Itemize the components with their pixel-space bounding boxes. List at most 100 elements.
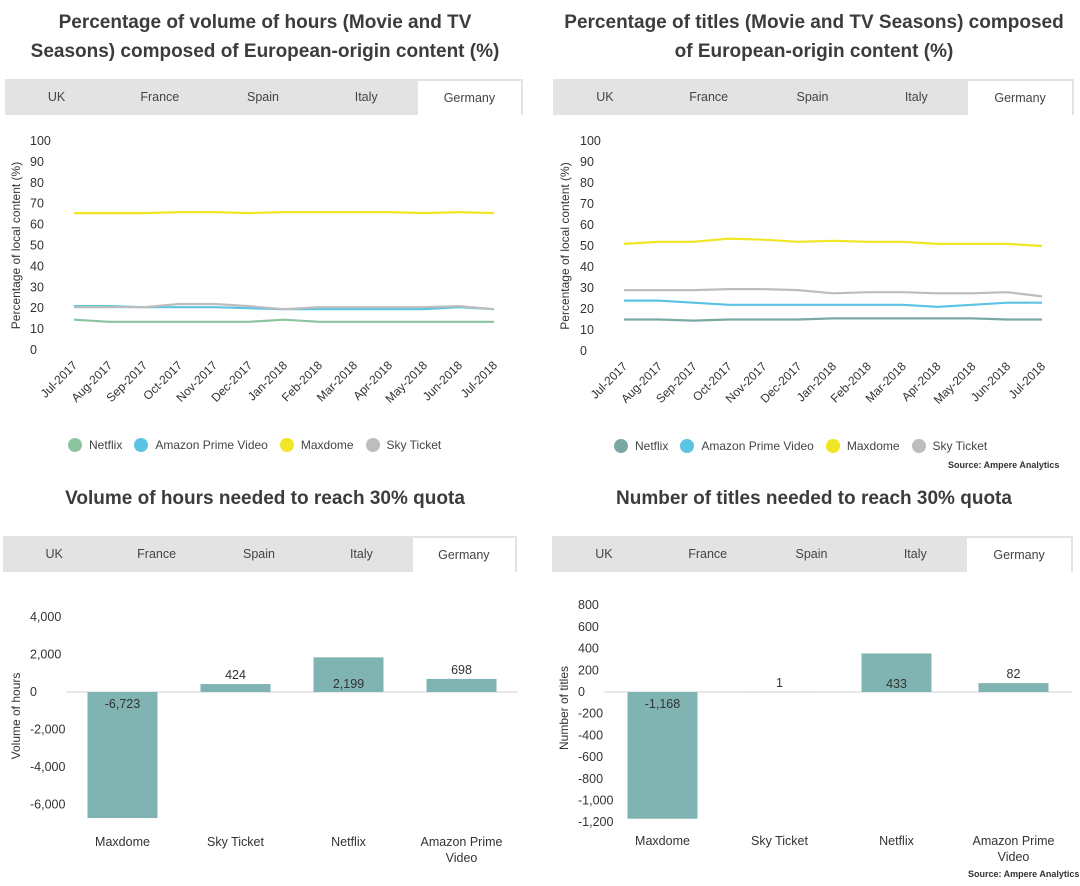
- legend-marker: [911, 439, 926, 453]
- legend-item[interactable]: Sky Ticket: [365, 438, 442, 452]
- series-line-maxdome: [74, 211, 495, 215]
- y-tick-label: 50: [580, 239, 594, 253]
- panel-hours-percentage: Percentage of volume of hours (Movie and…: [0, 0, 530, 470]
- legend-item[interactable]: Maxdome: [825, 439, 900, 453]
- tab-germany[interactable]: Germany: [968, 81, 1072, 115]
- y-tick-label: -4,000: [30, 760, 65, 774]
- tab-germany[interactable]: Germany: [412, 538, 516, 572]
- x-category-label: Netflix: [879, 834, 914, 848]
- legend-marker: [279, 438, 294, 452]
- panel-titles-percentage: Percentage of titles (Movie and TV Seaso…: [548, 0, 1080, 480]
- series-line-netflix: [73, 318, 494, 323]
- x-category-label: Netflix: [331, 835, 366, 849]
- tab-germany[interactable]: Germany: [967, 538, 1071, 572]
- legend-marker: [365, 438, 380, 452]
- tab-france[interactable]: France: [140, 90, 180, 104]
- source-note: Source: Ampere Analytics: [948, 460, 1060, 470]
- bar-value-label: 433: [886, 677, 907, 691]
- tab-spain[interactable]: Spain: [795, 547, 828, 561]
- bar-value-label: -6,723: [105, 697, 140, 711]
- legend-label: Sky Ticket: [386, 438, 442, 452]
- legend-item[interactable]: Netflix: [614, 439, 668, 453]
- tab-uk[interactable]: UK: [596, 90, 614, 104]
- legend-item[interactable]: Maxdome: [279, 438, 354, 452]
- y-tick-label: 100: [580, 134, 601, 148]
- tab-uk[interactable]: UK: [45, 547, 63, 561]
- bar: [200, 684, 271, 692]
- tab-uk[interactable]: UK: [595, 547, 613, 561]
- legend-marker: [68, 438, 82, 452]
- legend-label: Netflix: [635, 439, 669, 453]
- chart-title-line-2: Seasons) composed of European-origin con…: [30, 41, 500, 62]
- tab-spain[interactable]: Spain: [796, 90, 829, 104]
- tab-uk[interactable]: UK: [47, 90, 66, 104]
- legend-item[interactable]: Netflix: [68, 438, 122, 452]
- series-line-netflix: [624, 317, 1042, 322]
- tab-germany[interactable]: Germany: [417, 81, 522, 115]
- legend-label: Amazon Prime Video: [701, 439, 814, 453]
- y-tick-label: 600: [578, 620, 599, 634]
- y-tick-label: -6,000: [30, 798, 65, 812]
- y-tick-label: 60: [30, 218, 44, 232]
- source-note: Source: Ampere Analytics: [968, 869, 1080, 879]
- x-tick-label: Jul-2018: [458, 358, 501, 401]
- tab-italy[interactable]: Italy: [904, 90, 928, 104]
- chart-title: Percentage of volume of hours (Movie and…: [0, 8, 530, 66]
- bar: [861, 653, 932, 692]
- y-tick-label: -200: [578, 707, 603, 721]
- y-tick-label: 2,000: [30, 648, 61, 662]
- x-category-label: Video: [446, 851, 478, 865]
- tab-france[interactable]: France: [689, 90, 729, 104]
- y-tick-label: 0: [580, 344, 587, 358]
- bar: [627, 692, 698, 819]
- y-tick-label: 20: [580, 302, 594, 316]
- tab-spain[interactable]: Spain: [247, 90, 279, 104]
- tab-france[interactable]: France: [688, 547, 728, 561]
- y-tick-label: 50: [30, 239, 44, 253]
- y-axis-label: Percentage of local content (%): [558, 162, 572, 329]
- chart-title: Number of titles needed to reach 30% quo…: [616, 488, 1012, 509]
- legend-item[interactable]: Amazon Prime Video: [680, 439, 814, 453]
- x-category-label: Maxdome: [95, 835, 150, 849]
- y-tick-label: 90: [580, 155, 594, 169]
- y-tick-label: 40: [580, 260, 594, 274]
- y-tick-label: -600: [578, 750, 603, 764]
- y-tick-label: -1,200: [578, 815, 613, 829]
- y-tick-label: 70: [30, 197, 44, 211]
- y-tick-label: -1,000: [578, 794, 613, 808]
- chart-title: Volume of hours needed to reach 30% quot…: [65, 488, 465, 509]
- legend-marker: [680, 439, 695, 453]
- y-tick-label: 20: [30, 301, 44, 315]
- legend-label: Amazon Prime Video: [155, 438, 268, 452]
- legend-item[interactable]: Amazon Prime Video: [134, 438, 268, 452]
- panel-titles-quota: Number of titles needed to reach 30% quo…: [548, 480, 1080, 886]
- tab-italy[interactable]: Italy: [903, 547, 927, 561]
- tab-spain[interactable]: Spain: [243, 547, 275, 561]
- y-tick-label: 80: [580, 176, 594, 190]
- y-tick-label: -400: [578, 728, 603, 742]
- tab-france[interactable]: France: [137, 547, 177, 561]
- chart-title-line-1: Percentage of volume of hours (Movie and…: [58, 12, 472, 33]
- panel-hours-quota: Volume of hours needed to reach 30% quot…: [0, 480, 530, 886]
- series-line-maxdome: [623, 237, 1043, 248]
- country-tabs: UK France Spain Italy Germany: [3, 536, 517, 572]
- bar-value-label: 82: [1007, 667, 1021, 681]
- series-line-sky-ticket: [624, 288, 1043, 298]
- y-axis-label: Percentage of local content (%): [9, 162, 23, 329]
- tab-italy[interactable]: Italy: [354, 90, 378, 104]
- legend: Netflix Amazon Prime Video Maxdome Sky Tick…: [68, 438, 453, 452]
- bar-value-label: 698: [451, 663, 472, 677]
- y-tick-label: 10: [30, 322, 44, 336]
- bar-value-label: 1: [776, 676, 783, 690]
- x-category-label: Sky Ticket: [207, 835, 264, 849]
- y-tick-label: -800: [578, 772, 603, 786]
- legend-item[interactable]: Sky Ticket: [911, 439, 987, 453]
- x-category-label: Sky Ticket: [751, 834, 808, 848]
- x-category-label: Maxdome: [635, 834, 690, 848]
- series-line-amazon-prime-video: [624, 299, 1042, 308]
- tab-italy[interactable]: Italy: [349, 547, 373, 561]
- chart-title-line-2: of European-origin content (%): [674, 41, 954, 62]
- bar: [426, 678, 497, 692]
- y-tick-label: 0: [30, 343, 37, 357]
- bar-value-label: 2,199: [333, 677, 364, 691]
